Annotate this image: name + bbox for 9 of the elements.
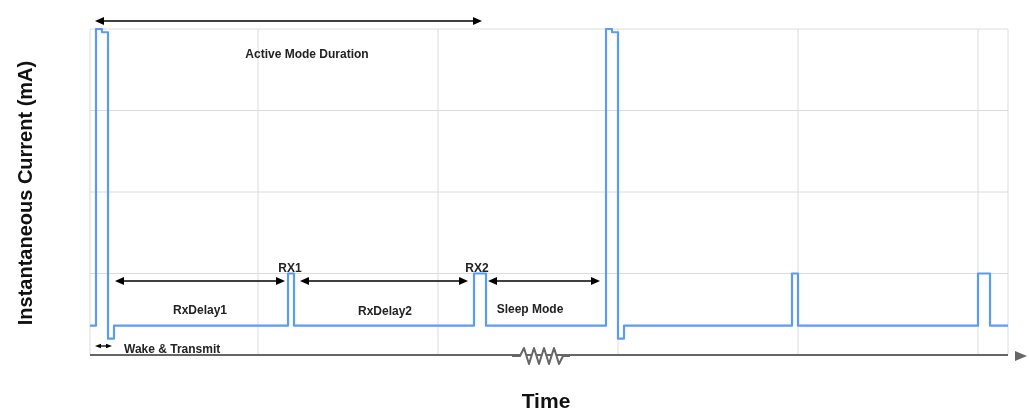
x-axis-title: Time (521, 389, 571, 412)
annotation: RX2 (465, 261, 489, 275)
annotation: RxDelay1 (172, 303, 228, 317)
annotation: RX1 (278, 261, 302, 275)
y-axis-title: Instantaneous Current (mA) (14, 60, 36, 326)
annotation: Sleep Mode (496, 302, 564, 316)
annotation: RxDelay2 (357, 304, 413, 318)
annotation: Wake & Transmit (124, 342, 221, 356)
annotation: Active Mode Duration (245, 47, 369, 61)
